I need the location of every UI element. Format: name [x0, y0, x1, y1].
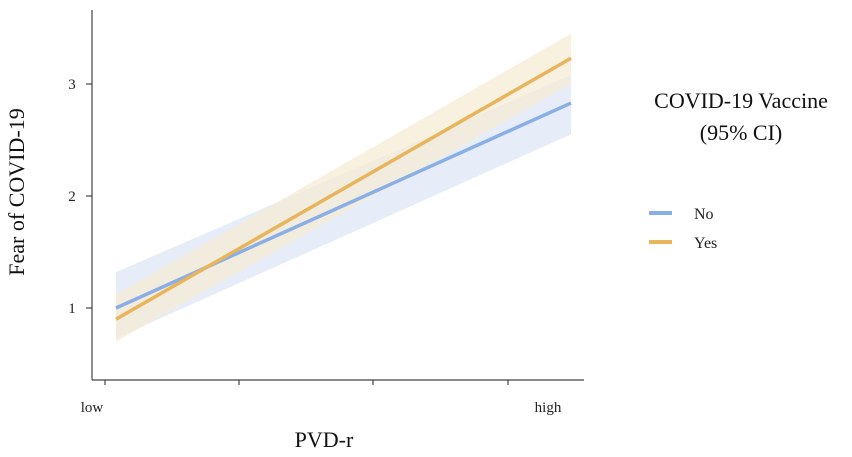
y-tick-label-3: 3: [68, 77, 76, 93]
y-axis-title: Fear of COVID-19: [4, 108, 29, 275]
series-line-yes: [115, 56, 572, 321]
y-axis-ticks: 1 2 3: [68, 77, 92, 317]
regression-lines: [115, 56, 572, 321]
legend-label-yes: Yes: [694, 235, 717, 252]
legend-title-line-2: (95% CI): [700, 120, 782, 145]
y-tick-label-1: 1: [68, 301, 76, 317]
legend-title-line-1: COVID-19 Vaccine: [654, 88, 828, 113]
series-line-no: [115, 101, 572, 310]
legend-label-no: No: [694, 206, 714, 223]
x-axis-title: PVD-r: [295, 427, 354, 452]
y-tick-label-2: 2: [68, 189, 76, 205]
x-tick-label-low: low: [81, 400, 104, 416]
x-tick-label-high: high: [535, 400, 562, 416]
x-axis-ticks: [104, 380, 509, 385]
